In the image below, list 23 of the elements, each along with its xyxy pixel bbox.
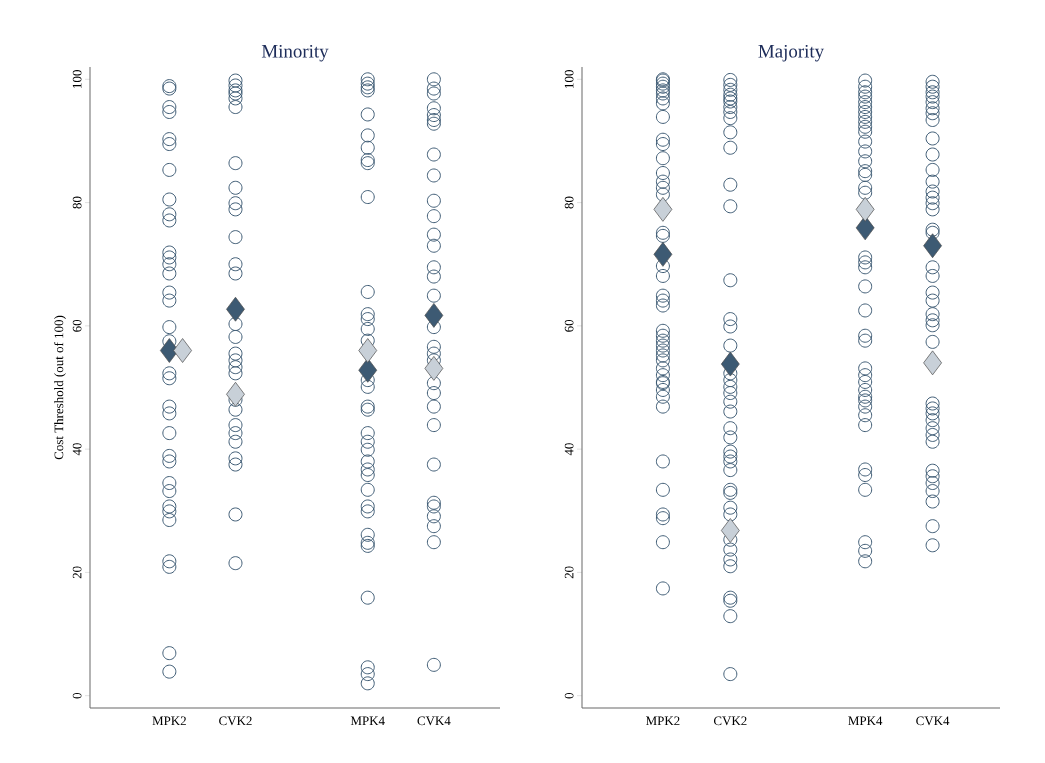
x-tick-label: CVK2 xyxy=(219,716,252,726)
y-tick-label: 100 xyxy=(72,70,82,88)
x-tick-label: CVK4 xyxy=(916,716,950,726)
x-tick-label: MPK2 xyxy=(646,716,680,726)
y-tick-label: 0 xyxy=(72,692,82,699)
x-tick-label: CVK4 xyxy=(417,716,451,726)
y-tick-label: 20 xyxy=(564,566,574,579)
y-tick-label: 80 xyxy=(72,196,82,209)
chart-title: Majority xyxy=(758,44,825,62)
y-axis-title: Cost Threshold (out of 100) xyxy=(54,315,66,460)
y-tick-label: 0 xyxy=(564,692,574,699)
y-tick-label: 80 xyxy=(564,196,574,209)
y-tick-label: 40 xyxy=(564,443,574,456)
x-tick-label: MPK2 xyxy=(152,716,186,726)
x-tick-label: MPK4 xyxy=(350,716,385,726)
y-tick-label: 60 xyxy=(72,319,82,332)
y-tick-label: 40 xyxy=(72,443,82,456)
y-tick-label: 100 xyxy=(564,70,574,88)
y-tick-label: 60 xyxy=(564,319,574,332)
x-tick-label: CVK2 xyxy=(713,716,747,726)
chart-title: Minority xyxy=(261,44,329,62)
y-tick-label: 20 xyxy=(72,566,82,579)
x-tick-label: MPK4 xyxy=(848,716,883,726)
